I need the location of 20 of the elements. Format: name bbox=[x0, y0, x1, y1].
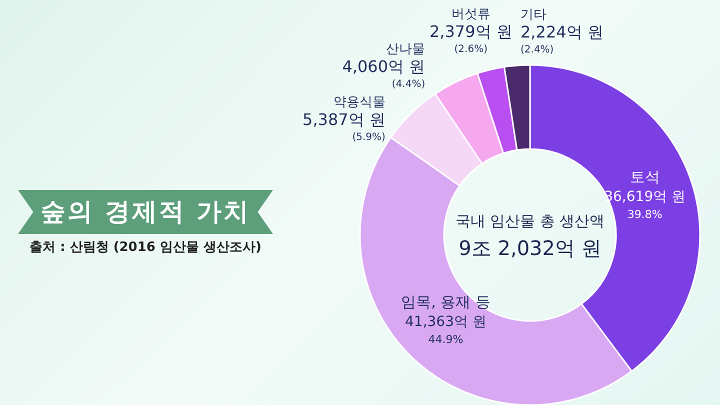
text: 국내 임산물 총 생산액 bbox=[455, 212, 605, 230]
slice-label: 약용식물 bbox=[333, 94, 386, 110]
text: (5.9%) bbox=[352, 132, 386, 143]
data-label: 2,379억 원 bbox=[429, 22, 512, 41]
text: (2.4%) bbox=[520, 44, 554, 56]
source-note: 출처 : 산림청 (2016 임산물 생산조사) bbox=[28, 239, 262, 256]
slice-label: 토석 bbox=[630, 168, 660, 186]
data-label: 41,363억 원 bbox=[405, 314, 486, 330]
text: 9조 2,032억 원 bbox=[458, 236, 602, 260]
data-label: 2,224억 원 bbox=[520, 22, 604, 42]
slice-label: 산나물 bbox=[386, 42, 426, 57]
text: (4.4%) bbox=[392, 78, 426, 90]
slice-label: 기타 bbox=[520, 8, 546, 23]
data-label: 4,060억 원 bbox=[342, 56, 426, 76]
text: (2.6%) bbox=[454, 44, 488, 55]
slice-label: 임목, 용재 등 bbox=[401, 292, 490, 311]
data-label: 5,387억 원 bbox=[302, 110, 386, 129]
text: 44.9% bbox=[428, 332, 464, 346]
text: 39.8% bbox=[627, 208, 662, 221]
slice-label: 버섯류 bbox=[451, 6, 490, 22]
